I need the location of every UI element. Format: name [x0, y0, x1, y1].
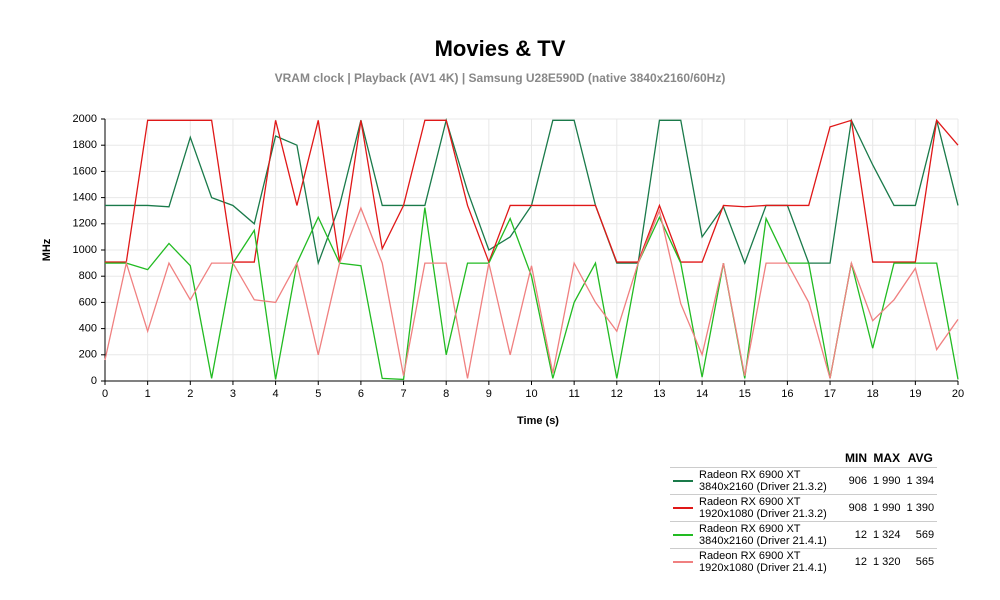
legend-row: Radeon RX 6900 XT 1920x1080 (Driver 21.3… [670, 494, 938, 522]
x-tick-label: 12 [611, 388, 623, 400]
legend-stat: 12 [842, 521, 870, 549]
legend-stat: 1 390 [903, 494, 938, 522]
legend-label: Radeon RX 6900 XT 3840x2160 (Driver 21.4… [696, 521, 842, 549]
y-tick-label: 2000 [73, 113, 97, 125]
y-tick-label: 200 [79, 349, 97, 361]
y-tick-label: 600 [79, 296, 97, 308]
legend-stat: 569 [903, 521, 938, 549]
y-tick-label: 400 [79, 323, 97, 335]
legend-stat: 906 [842, 467, 870, 495]
x-axis-label: Time (s) [517, 415, 559, 427]
legend-cell [670, 449, 696, 468]
y-axis-label: MHz [41, 238, 53, 261]
legend-row: Radeon RX 6900 XT 1920x1080 (Driver 21.4… [670, 548, 938, 575]
y-tick-label: 1000 [73, 244, 97, 256]
legend-header: MIN MAX AVG [670, 449, 937, 468]
legend: MIN MAX AVG Radeon RX 6900 XT 3840x2160 (Dr… [670, 449, 938, 575]
x-tick-label: 14 [696, 388, 708, 400]
series-line [105, 207, 959, 381]
legend-stat: 1 324 [870, 521, 904, 549]
legend-cell [670, 494, 696, 522]
x-tick-label: 16 [781, 388, 793, 400]
x-tick-label: 8 [443, 388, 449, 400]
legend-stat: 1 990 [870, 494, 904, 522]
x-tick-label: 4 [273, 388, 279, 400]
x-tick-label: 20 [952, 388, 964, 400]
legend-column-header: MIN [845, 451, 867, 465]
legend-column-header: AVG [907, 451, 933, 465]
series-line [104, 206, 959, 379]
legend-stat: 1 990 [870, 467, 904, 495]
x-tick-label: 2 [187, 388, 193, 400]
x-tick-label: 5 [315, 388, 321, 400]
x-tick-label: 11 [568, 388, 579, 400]
x-tick-label: 15 [739, 388, 751, 400]
legend-row: Radeon RX 6900 XT 3840x2160 (Driver 21.3… [670, 467, 938, 495]
x-tick-label: 6 [358, 388, 364, 400]
legend-label: Radeon RX 6900 XT 1920x1080 (Driver 21.3… [696, 494, 842, 522]
legend-label: Radeon RX 6900 XT 3840x2160 (Driver 21.3… [696, 467, 842, 495]
x-tick-label: 13 [653, 388, 665, 400]
legend-cell [696, 449, 842, 468]
y-tick-label: 800 [79, 270, 97, 282]
legend-stat: 565 [903, 548, 938, 575]
legend-swatch [673, 480, 693, 482]
legend-cell [670, 521, 696, 549]
x-tick-label: 3 [230, 388, 236, 400]
x-tick-label: 7 [400, 388, 406, 400]
chart-title: Movies & TV [435, 36, 566, 61]
legend-column-header: MAX [873, 451, 901, 465]
y-tick-label: 1200 [73, 218, 97, 230]
legend-label: Radeon RX 6900 XT 1920x1080 (Driver 21.4… [696, 548, 842, 575]
legend-swatch [673, 534, 693, 536]
x-tick-label: 1 [145, 388, 151, 400]
y-tick-label: 1800 [73, 139, 97, 151]
legend-cell [670, 467, 696, 495]
y-tick-label: 0 [91, 375, 97, 387]
legend-cell [670, 548, 696, 575]
x-tick-label: 9 [486, 388, 492, 400]
legend-stat: 1 394 [903, 467, 938, 495]
x-tick-label: 0 [102, 388, 108, 400]
chart-subtitle: VRAM clock | Playback (AV1 4K) | Samsung… [275, 71, 726, 85]
series-line [105, 118, 959, 264]
y-tick-label: 1600 [73, 165, 97, 177]
legend-stat: 908 [842, 494, 870, 522]
y-tick-label: 1400 [73, 192, 97, 204]
legend-row: Radeon RX 6900 XT 3840x2160 (Driver 21.4… [670, 521, 938, 549]
x-tick-label: 19 [909, 388, 921, 400]
x-tick-label: 17 [824, 388, 836, 400]
legend-stat: 1 320 [870, 548, 904, 575]
x-tick-label: 18 [867, 388, 879, 400]
legend-stat: 12 [842, 548, 870, 575]
legend-swatch [673, 507, 693, 509]
x-tick-label: 10 [525, 388, 537, 400]
legend-swatch [673, 561, 693, 563]
